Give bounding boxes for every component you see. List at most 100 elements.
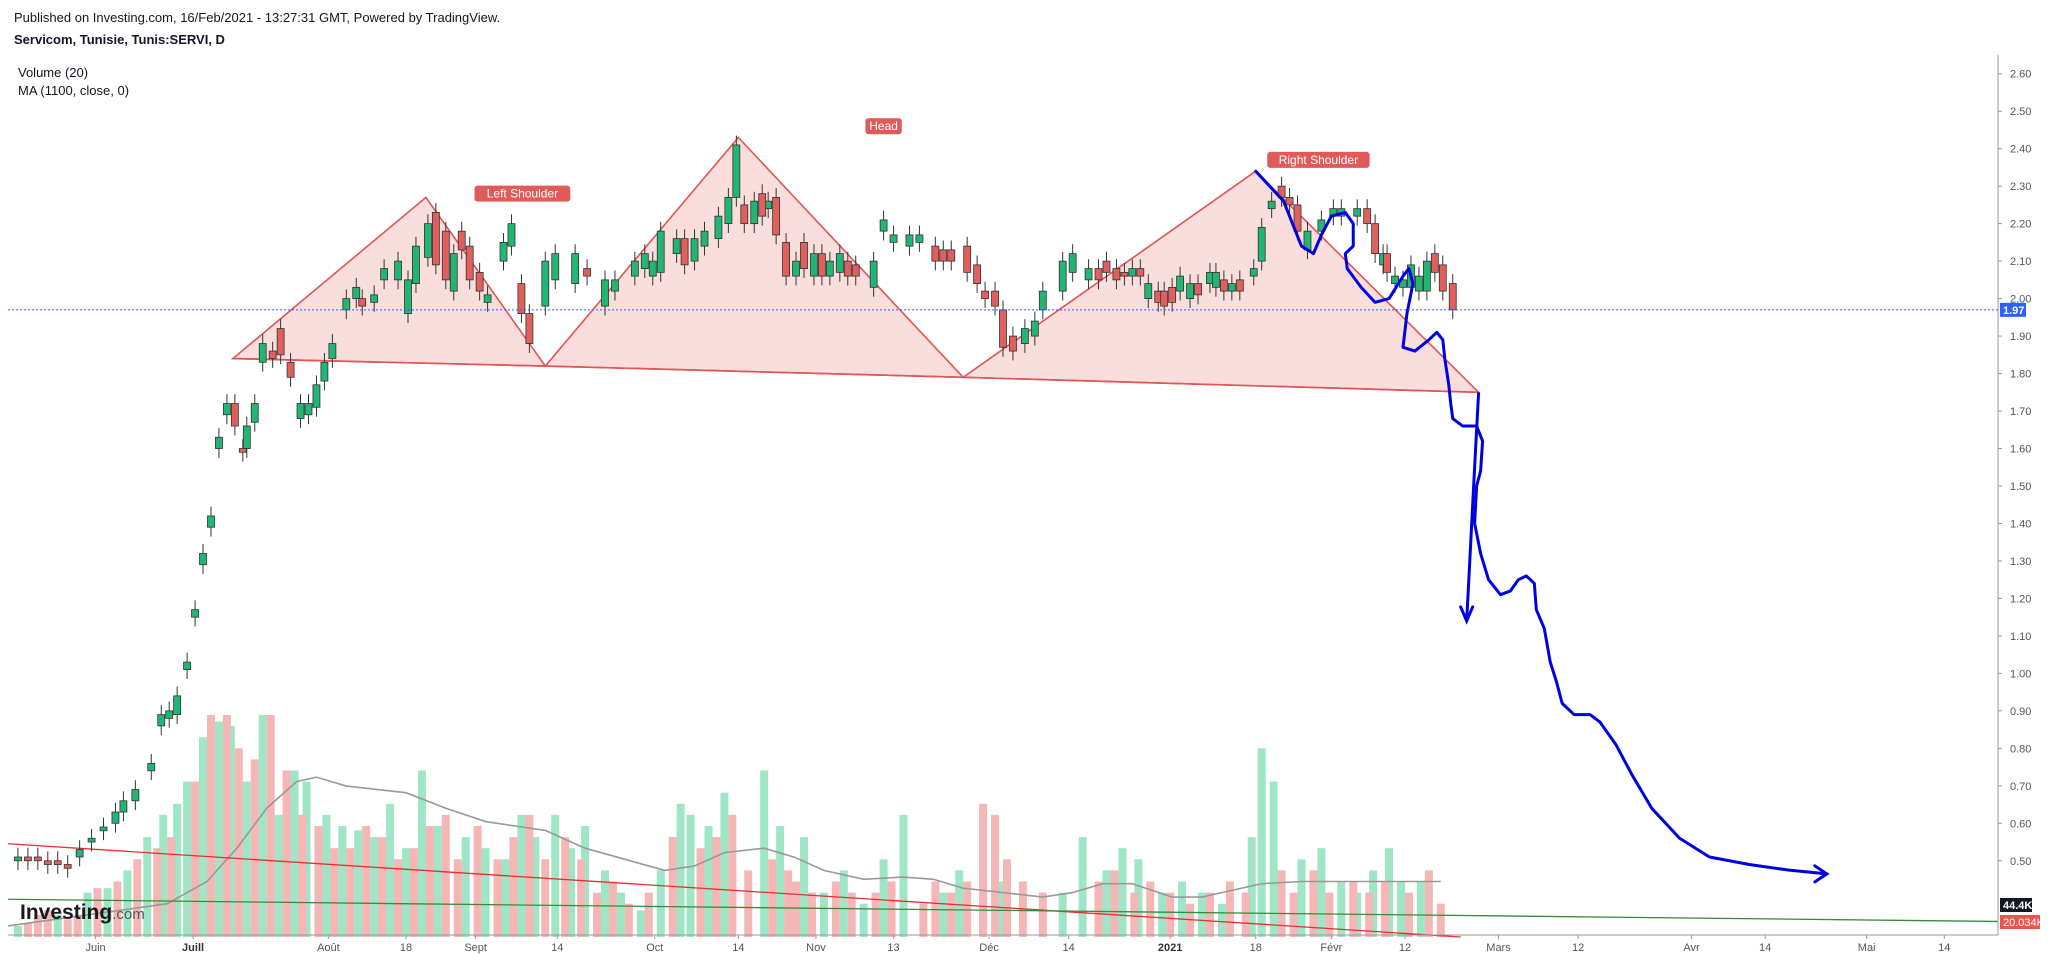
- volume-bar: [417, 770, 426, 937]
- price-tick-label: 1.30: [2010, 556, 2031, 568]
- candle-body: [750, 200, 759, 225]
- candle-body: [268, 350, 277, 359]
- price-tick-label: 1.70: [2010, 406, 2031, 418]
- volume-bar: [441, 814, 450, 937]
- bearish-candle: [457, 221, 466, 260]
- candle-body: [23, 856, 32, 862]
- volume-bar: [43, 910, 52, 937]
- bearish-candle: [583, 259, 591, 286]
- time-tick-label: Oct: [646, 942, 663, 954]
- volume-bar: [696, 848, 705, 937]
- pattern-annotation: Head: [865, 118, 902, 135]
- bullish-candle: [423, 214, 432, 267]
- candle-body: [1102, 260, 1111, 273]
- volume-ma-value: 20.034K: [2003, 917, 2045, 929]
- volume-bar: [1078, 837, 1087, 937]
- bearish-candle: [818, 244, 826, 286]
- time-tick-label: Août: [317, 942, 340, 954]
- candle-body: [242, 425, 251, 449]
- volume-bar: [839, 870, 848, 937]
- candle-body: [99, 826, 108, 832]
- volume-indicator-label[interactable]: Volume (20): [18, 65, 89, 80]
- bullish-candle: [412, 236, 420, 293]
- price-tick-label: 2.30: [2010, 181, 2031, 193]
- time-tick-label: Mai: [1858, 942, 1876, 954]
- candle-body: [207, 515, 215, 528]
- volume-bar: [1317, 848, 1326, 937]
- candle-body: [851, 264, 860, 277]
- volume-bar: [13, 925, 22, 937]
- bullish-candle: [1267, 191, 1276, 219]
- time-tick-label: Avr: [1683, 942, 1700, 954]
- time-tick-label: Juill: [182, 942, 204, 954]
- bearish-candle: [53, 851, 62, 874]
- price-tick-label: 2.00: [2010, 294, 2031, 306]
- candle-body: [258, 343, 267, 363]
- candle-body: [215, 436, 223, 449]
- volume-bar: [1205, 892, 1214, 937]
- volume-bar: [704, 826, 713, 937]
- bullish-candle: [1144, 274, 1153, 308]
- volume-support-line: [7, 898, 1999, 923]
- bullish-candle: [258, 334, 267, 372]
- candle-body: [43, 860, 52, 865]
- volume-bar: [1002, 859, 1011, 937]
- volume-bar: [378, 837, 387, 937]
- candle-body: [1448, 283, 1457, 311]
- volume-bar: [191, 781, 200, 937]
- volume-bar: [362, 826, 371, 937]
- volume-bar: [1241, 892, 1250, 937]
- bullish-candle: [320, 352, 329, 391]
- candle-body: [843, 260, 852, 277]
- candle-body: [1267, 200, 1276, 210]
- bullish-candle: [835, 244, 844, 282]
- candle-body: [1422, 260, 1431, 292]
- candle-body: [810, 253, 818, 277]
- candle-body: [1084, 268, 1093, 281]
- volume-bar: [1257, 748, 1266, 937]
- volume-bar: [859, 903, 868, 937]
- bearish-candle: [63, 855, 72, 878]
- volume-bar: [501, 859, 510, 937]
- volume-bar: [1416, 881, 1425, 937]
- candle-body: [758, 193, 767, 217]
- candle-body: [483, 294, 492, 303]
- volume-bar: [593, 892, 602, 937]
- neckline: [232, 357, 1479, 394]
- time-tick-label: 2021: [1158, 942, 1182, 954]
- candle-body: [63, 864, 72, 869]
- candle-body: [1353, 208, 1362, 217]
- volume-downtrend-line: [7, 843, 1461, 938]
- time-tick-label: Juin: [85, 942, 105, 954]
- bearish-candle: [1194, 274, 1202, 305]
- candle-body: [183, 661, 192, 671]
- time-tick-label: 12: [1572, 942, 1584, 954]
- candle-body: [320, 361, 329, 382]
- volume-bar: [453, 859, 462, 937]
- bullish-candle: [183, 652, 192, 679]
- candle-body: [630, 260, 639, 277]
- volume-bar: [1166, 892, 1175, 937]
- candle-body: [304, 403, 313, 416]
- volume-bar: [1297, 859, 1306, 937]
- volume-bar: [461, 837, 470, 937]
- price-tick-label: 1.50: [2010, 481, 2031, 493]
- ma-indicator-label[interactable]: MA (1100, close, 0): [18, 83, 130, 98]
- bearish-candle: [1136, 259, 1145, 286]
- volume-bar: [720, 792, 729, 937]
- time-tick-label: 14: [732, 942, 744, 954]
- volume-bar: [525, 814, 534, 937]
- volume-bar: [1094, 881, 1103, 937]
- bearish-candle: [1363, 199, 1372, 234]
- candle-body: [732, 144, 741, 198]
- candle-body: [583, 268, 591, 277]
- volume-ma-badge: [2000, 915, 2040, 929]
- candle-body: [1430, 253, 1439, 273]
- candle-body: [1391, 275, 1399, 285]
- publication-info: Published on Investing.com, 16/Feb/2021 …: [14, 10, 501, 25]
- candle-body: [905, 234, 914, 247]
- price-tick-label: 0.70: [2010, 781, 2031, 793]
- bullish-candle: [394, 251, 402, 290]
- last-price-badge: [2000, 302, 2026, 317]
